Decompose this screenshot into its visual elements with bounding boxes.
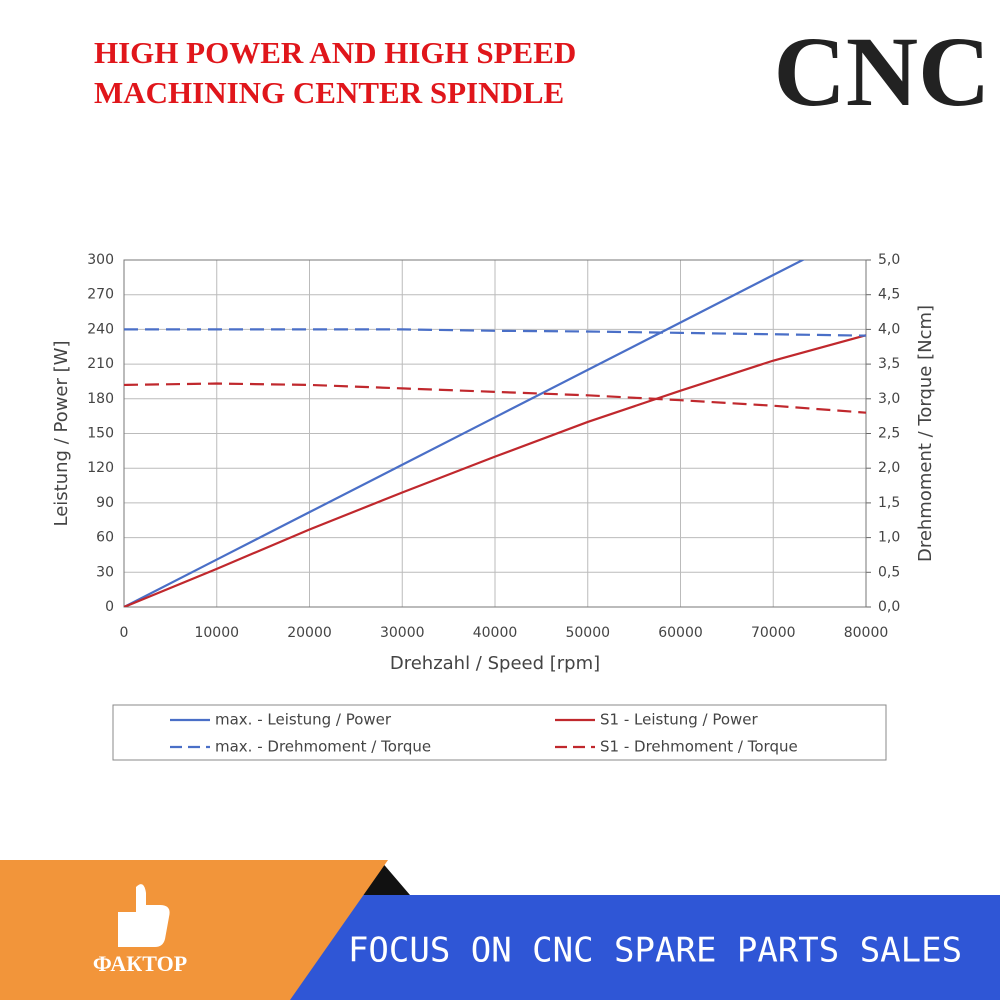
x-tick-label: 80000	[844, 625, 889, 641]
logo: CNC	[774, 16, 991, 127]
series-line	[124, 382, 866, 414]
brand: ФАКТОР	[93, 951, 187, 976]
y2-tick-label: 5,0	[878, 252, 900, 268]
series-line	[124, 260, 806, 607]
title-line: HIGH POWER AND HIGH SPEED	[94, 35, 576, 70]
y2-tick-label: 2,5	[878, 426, 900, 442]
y2-tick-label: 4,0	[878, 321, 900, 337]
y-tick-label: 240	[87, 321, 114, 337]
x-axis-label: Drehzahl / Speed [rpm]	[390, 653, 600, 674]
y-axis-label: Leistung / Power [W]	[51, 341, 72, 527]
y2-tick-label: 3,5	[878, 356, 900, 372]
y2-tick-label: 3,0	[878, 391, 900, 407]
x-tick-label: 10000	[194, 625, 239, 641]
title-line: MACHINING CENTER SPINDLE	[94, 75, 564, 110]
x-tick-label: 40000	[473, 625, 518, 641]
plot-frame	[123, 259, 867, 608]
y2-tick-label: 1,5	[878, 495, 900, 511]
y-tick-label: 120	[87, 460, 114, 476]
y2-tick-label: 1,0	[878, 530, 900, 546]
y-tick-label: 0	[105, 599, 114, 615]
y-tick-label: 60	[96, 530, 114, 546]
x-tick-label: 70000	[751, 625, 796, 641]
series-line	[124, 328, 866, 337]
y2-tick-label: 4,5	[878, 287, 900, 303]
legend: max. - Leistung / Power S1 - Leistung / P…	[170, 711, 798, 756]
footer-brand-area	[0, 860, 388, 1000]
y-tick-label: 210	[87, 356, 114, 372]
slogan: FOCUS ON CNC SPARE PARTS SALES	[348, 931, 962, 971]
y2-axis-label: Drehmoment / Torque [Ncm]	[915, 305, 936, 562]
x-tick-label: 50000	[565, 625, 610, 641]
legend-label: max. - Leistung / Power	[215, 711, 392, 729]
y-tick-label: 30	[96, 564, 114, 580]
legend-label: S1 - Leistung / Power	[600, 711, 759, 729]
x-tick-label: 20000	[287, 625, 332, 641]
y-tick-label: 90	[96, 495, 114, 511]
series-line	[124, 334, 866, 607]
chart: 0 30 60 90 120 150 180 210 240 270 300 0 10000 20000 3…	[51, 252, 936, 674]
y2-tick-label: 0,5	[878, 564, 900, 580]
x-tick-label: 60000	[658, 625, 703, 641]
y-tick-label: 180	[87, 391, 114, 407]
y-tick-label: 300	[87, 252, 114, 268]
x-tick-label: 0	[120, 625, 129, 641]
footer-accent	[360, 860, 410, 895]
y-tick-label: 150	[87, 426, 114, 442]
x-tick-label: 30000	[380, 625, 425, 641]
brand-icon	[118, 884, 170, 947]
legend-box	[112, 704, 887, 761]
legend-label: max. - Drehmoment / Torque	[215, 738, 431, 756]
y2-tick-label: 2,0	[878, 460, 900, 476]
y-tick-label: 270	[87, 287, 114, 303]
y2-tick-label: 0,0	[878, 599, 900, 615]
legend-label: S1 - Drehmoment / Torque	[600, 738, 798, 756]
